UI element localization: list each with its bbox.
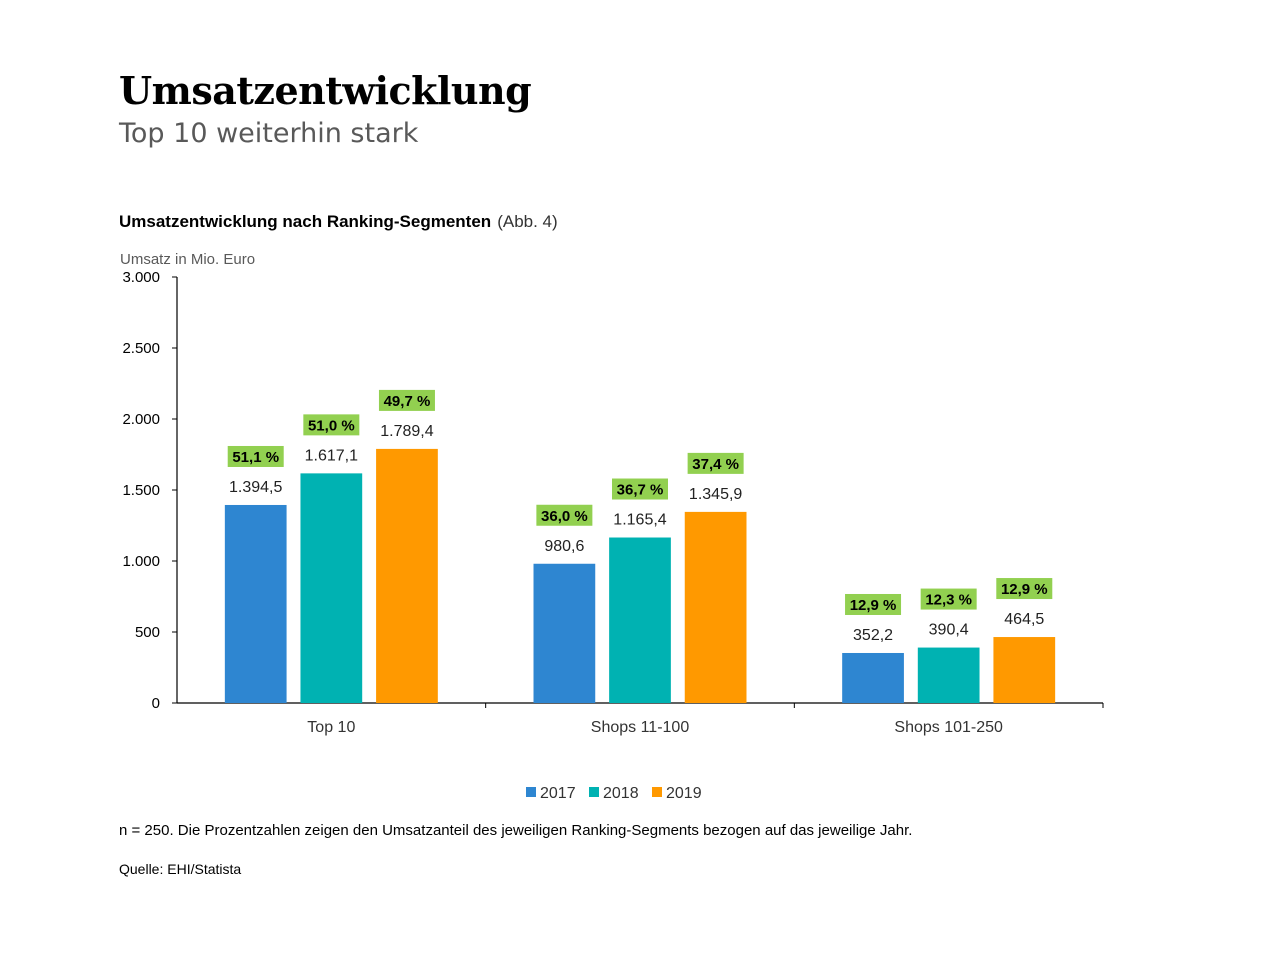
- x-axis: Top 10 Shops 11-100 Shops 101-250: [177, 702, 1104, 736]
- chart-heading: Umsatzentwicklung nach Ranking-Segmenten…: [119, 212, 558, 232]
- share-badge: [612, 478, 668, 500]
- source-note: Quelle: EHI/Statista: [119, 861, 242, 877]
- y-tick-label: 500: [135, 624, 160, 641]
- share-label: 51,0 %: [308, 417, 355, 434]
- x-tick-label: Shops 101-250: [894, 719, 1003, 736]
- share-badge: [378, 389, 435, 411]
- bar: [376, 448, 438, 703]
- share-badge: [687, 452, 744, 474]
- value-label: 1.394,5: [229, 479, 282, 496]
- legend-label: 2018: [603, 785, 639, 802]
- share-label: 36,0 %: [541, 508, 588, 525]
- y-tick-label: 0: [152, 695, 160, 712]
- bars: [224, 448, 1056, 703]
- share-badge: [227, 445, 284, 467]
- y-tick-label: 2.000: [122, 411, 160, 428]
- y-tick-label: 1.000: [122, 553, 160, 570]
- page-subtitle: Top 10 weiterhin stark: [119, 118, 419, 149]
- bar: [300, 473, 363, 703]
- bar-chart: Umsatz in Mio. Euro 0 500 1.000 1.500 2.000 2.…: [120, 251, 1104, 802]
- bar: [917, 647, 980, 703]
- y-axis: Umsatz in Mio. Euro 0 500 1.000 1.500 2.000 2.…: [120, 251, 255, 712]
- legend-swatch: [526, 787, 536, 797]
- share-badge: [845, 593, 902, 615]
- y-tick-label: 3.000: [122, 269, 160, 286]
- bar: [993, 637, 1056, 703]
- x-tick-label: Shops 11-100: [591, 719, 690, 736]
- footnote: n = 250. Die Prozentzahlen zeigen den Um…: [119, 822, 913, 839]
- chart-heading-ref: (Abb. 4): [497, 212, 558, 231]
- share-badge: [920, 588, 977, 610]
- value-label: 1.617,1: [305, 447, 358, 464]
- data-labels: 1.394,5 51,1 % 1.617,1 51,0 % 1.789,4 49,7 % 9…: [227, 389, 1053, 644]
- chart-heading-main: Umsatzentwicklung nach Ranking-Segmenten: [119, 212, 492, 231]
- legend-label: 2019: [666, 785, 702, 802]
- y-tick-label: 1.500: [122, 482, 160, 499]
- y-axis-title: Umsatz in Mio. Euro: [120, 251, 255, 268]
- value-label: 1.165,4: [613, 512, 666, 529]
- legend-swatch: [652, 787, 662, 797]
- bar: [609, 537, 671, 703]
- legend-label: 2017: [540, 785, 576, 802]
- share-label: 12,3 %: [925, 592, 972, 609]
- bar: [533, 563, 596, 703]
- value-label: 1.345,9: [689, 486, 742, 503]
- legend-swatch: [589, 787, 599, 797]
- share-label: 12,9 %: [1001, 581, 1048, 598]
- page-title: Umsatzentwicklung: [119, 68, 532, 113]
- y-tick-label: 2.500: [122, 340, 160, 357]
- share-badge: [536, 504, 593, 526]
- share-label: 36,7 %: [617, 482, 664, 499]
- value-label: 464,5: [1004, 611, 1044, 628]
- share-label: 12,9 %: [850, 597, 897, 614]
- share-badge: [303, 414, 360, 436]
- legend: 2017 2018 2019: [526, 785, 702, 802]
- share-badge: [996, 578, 1053, 600]
- x-tick-label: Top 10: [307, 719, 355, 736]
- value-label: 352,2: [853, 627, 893, 644]
- bar: [842, 652, 904, 703]
- value-label: 980,6: [544, 538, 584, 555]
- bar: [224, 504, 287, 703]
- share-label: 37,4 %: [692, 456, 739, 473]
- share-label: 51,1 %: [232, 449, 279, 466]
- bar: [684, 511, 747, 703]
- share-label: 49,7 %: [384, 393, 431, 410]
- value-label: 1.789,4: [380, 423, 433, 440]
- value-label: 390,4: [929, 622, 969, 639]
